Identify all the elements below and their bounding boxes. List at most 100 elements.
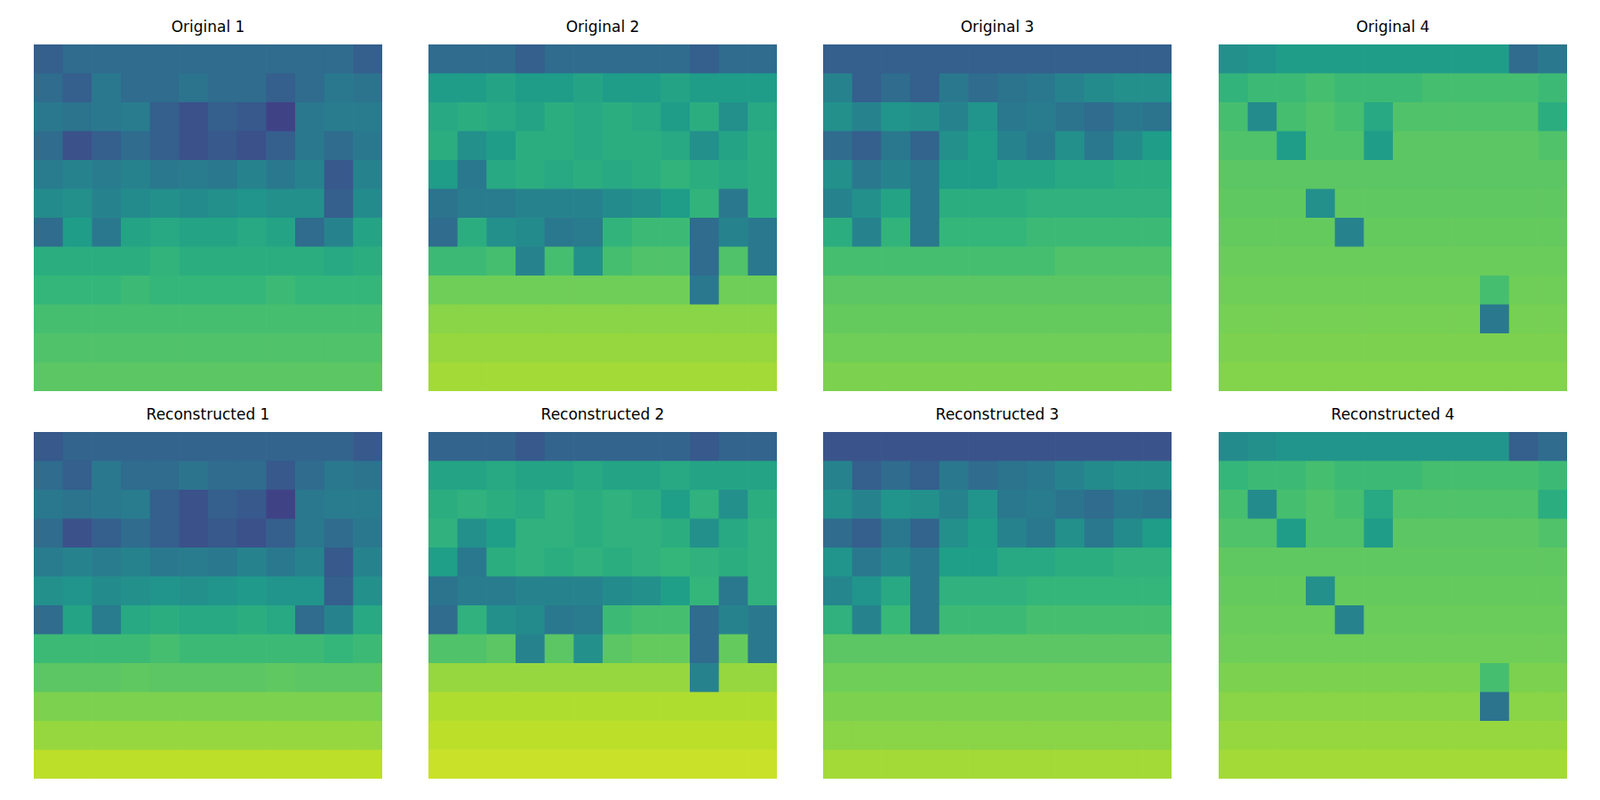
- cell: [91, 663, 121, 693]
- cell: [573, 605, 603, 635]
- cell: [150, 605, 180, 635]
- cell: [1113, 750, 1144, 780]
- cell: [544, 131, 575, 161]
- cell: [1084, 275, 1114, 305]
- cell: [91, 362, 121, 392]
- cells: [1218, 432, 1568, 779]
- cell: [1026, 519, 1056, 549]
- cell: [880, 605, 911, 635]
- cell: [544, 102, 575, 132]
- cell: [1113, 131, 1144, 161]
- cell: [457, 73, 488, 104]
- cell: [632, 634, 662, 664]
- cell: [1450, 519, 1480, 549]
- cell: [237, 519, 267, 549]
- cell: [1537, 73, 1568, 104]
- cell: [747, 489, 777, 520]
- cell: [1537, 663, 1568, 693]
- cell: [880, 189, 911, 219]
- cell: [544, 489, 575, 520]
- cell: [1480, 692, 1510, 722]
- cell: [1537, 275, 1568, 305]
- cell: [852, 189, 882, 219]
- cell: [1363, 102, 1393, 132]
- cell: [1422, 73, 1452, 104]
- cell: [997, 131, 1027, 161]
- cell: [352, 519, 383, 549]
- cell: [1084, 663, 1114, 693]
- cell: [352, 432, 383, 462]
- cell: [602, 720, 632, 751]
- cell: [719, 189, 749, 219]
- cell: [428, 102, 458, 132]
- cell: [910, 750, 940, 780]
- cell: [997, 275, 1027, 305]
- cell: [852, 362, 882, 392]
- cell: [150, 432, 180, 462]
- cell: [1392, 432, 1423, 462]
- cell: [515, 131, 545, 161]
- cell: [1480, 634, 1510, 664]
- cell: [1335, 547, 1365, 577]
- cell: [1537, 102, 1568, 132]
- cell: [632, 217, 662, 248]
- cell: [852, 102, 882, 132]
- cell: [208, 750, 238, 780]
- cell: [1335, 304, 1365, 335]
- cell: [428, 247, 458, 277]
- cell: [352, 750, 383, 780]
- cell: [1218, 750, 1248, 780]
- cell: [1335, 634, 1365, 664]
- cell: [208, 275, 238, 305]
- cell: [1276, 160, 1306, 190]
- cell: [747, 663, 777, 693]
- cell: [910, 576, 940, 607]
- cell: [178, 750, 208, 780]
- cell: [150, 73, 180, 104]
- cell: [880, 692, 911, 722]
- cell: [1026, 461, 1056, 491]
- cell: [1392, 217, 1423, 248]
- cell: [910, 461, 940, 491]
- cell: [852, 576, 882, 607]
- cell: [515, 720, 545, 751]
- cell: [747, 519, 777, 549]
- cell: [265, 720, 296, 751]
- cell: [237, 605, 267, 635]
- cell: [939, 102, 969, 132]
- cell: [237, 432, 267, 462]
- cell: [939, 663, 969, 693]
- cell: [33, 102, 64, 132]
- cell: [63, 720, 93, 751]
- cell: [1537, 160, 1568, 190]
- cell: [852, 461, 882, 491]
- cell: [910, 547, 940, 577]
- cell: [1537, 44, 1568, 74]
- cell: [265, 547, 296, 577]
- cell: [602, 519, 632, 549]
- cell: [602, 102, 632, 132]
- cell: [573, 102, 603, 132]
- cell: [632, 576, 662, 607]
- cell: [1335, 131, 1365, 161]
- cell: [1276, 663, 1306, 693]
- cell: [1248, 333, 1278, 363]
- cell: [632, 275, 662, 305]
- cell: [968, 692, 998, 722]
- cell: [852, 720, 882, 751]
- cell: [237, 131, 267, 161]
- cell: [747, 547, 777, 577]
- cell: [1084, 304, 1114, 335]
- cell: [178, 362, 208, 392]
- cell: [544, 160, 575, 190]
- cell: [352, 692, 383, 722]
- cell: [573, 489, 603, 520]
- cell: [823, 131, 853, 161]
- cell: [1450, 547, 1480, 577]
- cell: [910, 304, 940, 335]
- cell: [33, 461, 64, 491]
- cell: [1450, 304, 1480, 335]
- cell: [880, 663, 911, 693]
- cell: [1218, 333, 1248, 363]
- cell: [1276, 519, 1306, 549]
